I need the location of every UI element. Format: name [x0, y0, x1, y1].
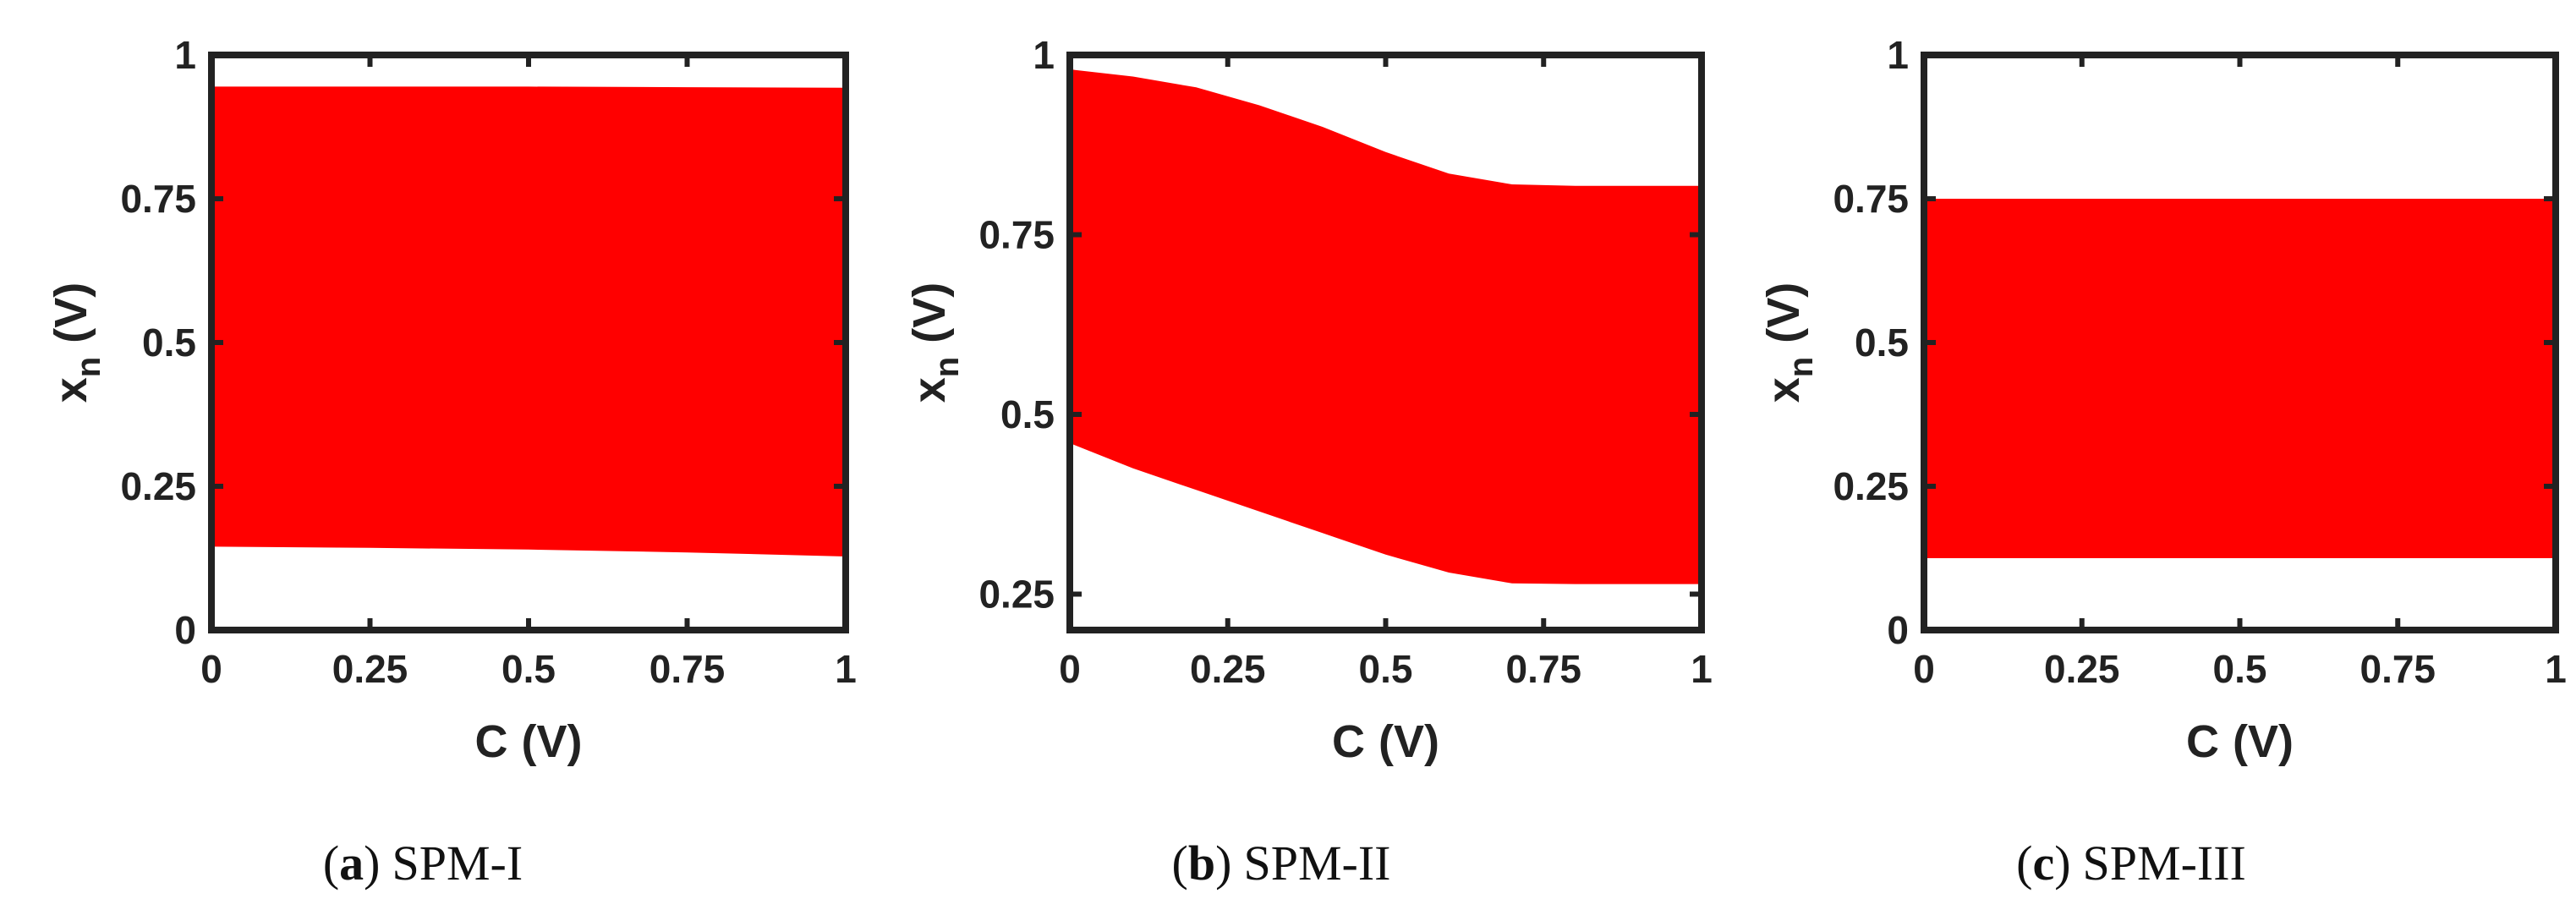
- x-axis-title: C (V): [1332, 716, 1439, 767]
- y-axis-title-subscript: n: [70, 357, 107, 377]
- y-axis-title-main: x: [1758, 377, 1809, 403]
- x-tick-label: 0: [1059, 647, 1081, 691]
- red-band-area: [211, 86, 846, 556]
- caption-letter: c: [2032, 836, 2054, 891]
- x-tick-label: 0.25: [1190, 647, 1266, 691]
- red-band-area: [1070, 69, 1702, 584]
- panel-caption: (b) SPM-II: [1172, 836, 1391, 891]
- y-tick-label: 1: [174, 33, 196, 77]
- y-axis-title: xn (V): [46, 282, 107, 403]
- x-tick-label: 0.5: [501, 647, 556, 691]
- x-tick-label: 0.25: [332, 647, 408, 691]
- y-axis-title-subscript: n: [929, 357, 966, 377]
- y-tick-label: 0.5: [1855, 321, 1909, 365]
- x-axis-title: C (V): [2186, 716, 2294, 767]
- caption-close-paren: ): [364, 836, 380, 891]
- x-axis-title-unit: (V): [1378, 716, 1439, 767]
- caption-open-paren: (: [2016, 836, 2032, 891]
- x-tick-label: 0.25: [2044, 647, 2120, 691]
- red-band-area: [1924, 199, 2556, 558]
- y-tick-label: 0.25: [978, 573, 1055, 617]
- y-axis-title-unit: (V): [46, 282, 96, 343]
- panel-caption: (a) SPM-I: [323, 836, 523, 891]
- y-tick-label: 0.5: [1000, 392, 1055, 436]
- x-axis-title-main: C: [1332, 716, 1365, 767]
- caption-text: SPM-III: [2083, 836, 2246, 891]
- y-axis-title-subscript: n: [1783, 357, 1820, 377]
- x-tick-label: 0.5: [2213, 647, 2267, 691]
- y-tick-label: 1: [1887, 33, 1909, 77]
- x-tick-label: 0.75: [649, 647, 726, 691]
- x-tick-label: 1: [835, 647, 857, 691]
- x-axis-title-unit: (V): [522, 716, 583, 767]
- caption-text: SPM-II: [1243, 836, 1390, 891]
- x-tick-label: 0: [200, 647, 222, 691]
- caption-open-paren: (: [323, 836, 339, 891]
- caption-letter: b: [1188, 836, 1215, 891]
- y-tick-label: 0.75: [1833, 177, 1909, 221]
- x-axis-title-main: C: [2186, 716, 2219, 767]
- panel-caption: (c) SPM-III: [2016, 836, 2246, 891]
- x-axis-title: C (V): [475, 716, 583, 767]
- caption-close-paren: ): [1215, 836, 1231, 891]
- caption-open-paren: (: [1172, 836, 1188, 891]
- y-tick-label: 0.25: [120, 464, 196, 508]
- y-tick-label: 1: [1033, 33, 1055, 77]
- x-tick-label: 1: [1691, 647, 1713, 691]
- x-axis-title-unit: (V): [2233, 716, 2294, 767]
- y-axis-title: xn (V): [904, 282, 966, 403]
- y-tick-label: 0.25: [1833, 464, 1909, 508]
- y-axis-title-main: x: [904, 377, 955, 403]
- x-tick-label: 0.75: [1505, 647, 1581, 691]
- y-axis-title-main: x: [46, 377, 96, 403]
- caption-letter: a: [339, 836, 364, 891]
- y-tick-label: 0: [1887, 608, 1909, 652]
- y-axis-title-unit: (V): [904, 282, 955, 343]
- x-tick-label: 1: [2545, 647, 2567, 691]
- x-tick-label: 0.5: [1359, 647, 1413, 691]
- y-tick-label: 0: [174, 608, 196, 652]
- y-tick-label: 0.75: [978, 213, 1055, 257]
- x-axis-title-main: C: [475, 716, 508, 767]
- caption-text: SPM-I: [392, 836, 523, 891]
- y-tick-label: 0.5: [142, 321, 196, 365]
- panel-c: 0 0.25 0.5 0.75 1 0 0.25 0.5 0.75 1 C (V) xn (V) (c) SP…: [1758, 33, 2567, 891]
- panel-a: 0 0.25 0.5 0.75 1 0 0.25 0.5 0.75 1 C (V) xn (V) (a) SP…: [46, 33, 857, 891]
- x-tick-label: 0.75: [2360, 647, 2436, 691]
- y-axis-title-unit: (V): [1758, 282, 1809, 343]
- x-tick-label: 0: [1913, 647, 1935, 691]
- caption-close-paren: ): [2054, 836, 2070, 891]
- y-tick-label: 0.75: [120, 177, 196, 221]
- y-axis-title: xn (V): [1758, 282, 1820, 403]
